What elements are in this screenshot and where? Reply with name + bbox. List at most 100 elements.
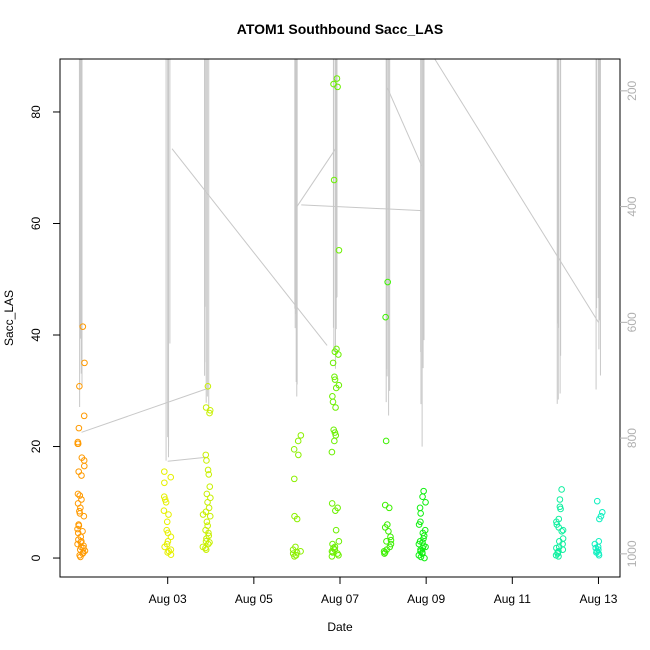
data-point bbox=[385, 504, 393, 512]
data-point bbox=[294, 437, 302, 445]
data-point bbox=[74, 490, 82, 498]
secondary-connector bbox=[386, 87, 423, 167]
data-point bbox=[203, 457, 210, 464]
scatter-points bbox=[74, 75, 606, 562]
chart-title: ATOM1 Southbound Sacc_LAS bbox=[237, 21, 443, 37]
data-point bbox=[335, 246, 343, 254]
data-point bbox=[335, 538, 343, 545]
data-point bbox=[558, 486, 565, 493]
data-point bbox=[331, 437, 338, 445]
data-point bbox=[331, 376, 339, 383]
data-point bbox=[75, 424, 83, 432]
y-axis-label: Sacc_LAS bbox=[2, 290, 16, 346]
data-point bbox=[331, 373, 338, 381]
data-point bbox=[206, 409, 213, 417]
data-point bbox=[290, 446, 298, 453]
data-point bbox=[332, 384, 340, 392]
data-point bbox=[331, 429, 339, 436]
data-point bbox=[165, 548, 173, 555]
y2-tick-label: 600 bbox=[625, 312, 639, 332]
data-point bbox=[422, 498, 429, 506]
data-point bbox=[164, 538, 172, 545]
data-point bbox=[204, 466, 212, 474]
y2-tick-label: 800 bbox=[625, 428, 639, 448]
data-point bbox=[80, 412, 88, 420]
data-point bbox=[382, 437, 390, 445]
data-point bbox=[329, 398, 337, 406]
data-point bbox=[334, 83, 341, 91]
data-point bbox=[332, 507, 339, 514]
x-axis-label: Date bbox=[327, 620, 353, 634]
data-point bbox=[384, 278, 391, 286]
data-point bbox=[291, 553, 298, 560]
data-point bbox=[329, 359, 337, 367]
data-point bbox=[293, 515, 301, 523]
data-point bbox=[297, 548, 304, 555]
data-point bbox=[163, 518, 171, 526]
data-point bbox=[559, 526, 567, 534]
x-tick-label: Aug 07 bbox=[321, 592, 359, 606]
data-point bbox=[595, 538, 603, 545]
data-point bbox=[332, 404, 339, 411]
data-point bbox=[203, 518, 211, 526]
data-point bbox=[202, 404, 210, 411]
secondary-connector bbox=[167, 456, 207, 462]
data-point bbox=[162, 498, 170, 506]
data-point bbox=[75, 468, 83, 475]
data-point bbox=[78, 472, 85, 479]
data-point bbox=[160, 507, 168, 514]
secondary-connector bbox=[171, 148, 328, 346]
data-point bbox=[292, 551, 300, 559]
data-point bbox=[556, 496, 564, 503]
data-point bbox=[297, 432, 305, 439]
data-point bbox=[419, 493, 426, 501]
data-point bbox=[204, 498, 211, 506]
data-point bbox=[81, 359, 88, 367]
data-point bbox=[80, 512, 88, 520]
x-tick-label: Aug 09 bbox=[407, 592, 445, 606]
data-point bbox=[203, 490, 211, 498]
data-point bbox=[415, 521, 423, 528]
data-point bbox=[161, 543, 168, 551]
data-point bbox=[76, 492, 84, 499]
data-point bbox=[77, 553, 84, 561]
data-point bbox=[559, 535, 567, 542]
data-point bbox=[420, 532, 428, 540]
data-point bbox=[329, 549, 337, 556]
data-point bbox=[76, 383, 83, 390]
data-point bbox=[381, 550, 388, 557]
secondary-connector bbox=[296, 148, 337, 207]
x-axis: Aug 03 Aug 05 Aug 07 Aug 09 Aug 11 Aug 13 bbox=[149, 577, 618, 606]
data-point bbox=[335, 551, 342, 559]
y-tick-label: 0 bbox=[29, 554, 43, 561]
y-tick-label: 20 bbox=[29, 440, 43, 454]
x-tick-label: Aug 11 bbox=[494, 592, 531, 606]
data-point bbox=[421, 554, 428, 562]
data-point bbox=[416, 504, 424, 512]
plot-frame bbox=[59, 58, 621, 578]
x-tick-label: Aug 03 bbox=[149, 592, 187, 606]
data-point bbox=[78, 496, 85, 503]
data-point bbox=[167, 551, 175, 558]
x-tick-label: Aug 05 bbox=[235, 592, 273, 606]
data-point bbox=[160, 493, 168, 501]
data-point bbox=[205, 504, 213, 512]
x-tick-label: Aug 13 bbox=[579, 592, 617, 606]
secondary-connector bbox=[434, 58, 599, 323]
data-point bbox=[328, 500, 336, 507]
data-point bbox=[387, 533, 394, 541]
data-point bbox=[205, 529, 212, 537]
data-point bbox=[161, 479, 168, 487]
data-point bbox=[330, 544, 337, 552]
data-point bbox=[417, 553, 425, 561]
data-point bbox=[559, 546, 567, 553]
data-point bbox=[554, 550, 561, 557]
data-point bbox=[553, 518, 560, 526]
data-point bbox=[557, 505, 564, 513]
data-point bbox=[167, 533, 175, 541]
data-point bbox=[167, 473, 175, 481]
y2-tick-label: 1000 bbox=[625, 540, 639, 567]
y2-tick-label: 400 bbox=[625, 196, 639, 216]
data-point bbox=[331, 543, 339, 551]
data-point bbox=[206, 406, 214, 414]
